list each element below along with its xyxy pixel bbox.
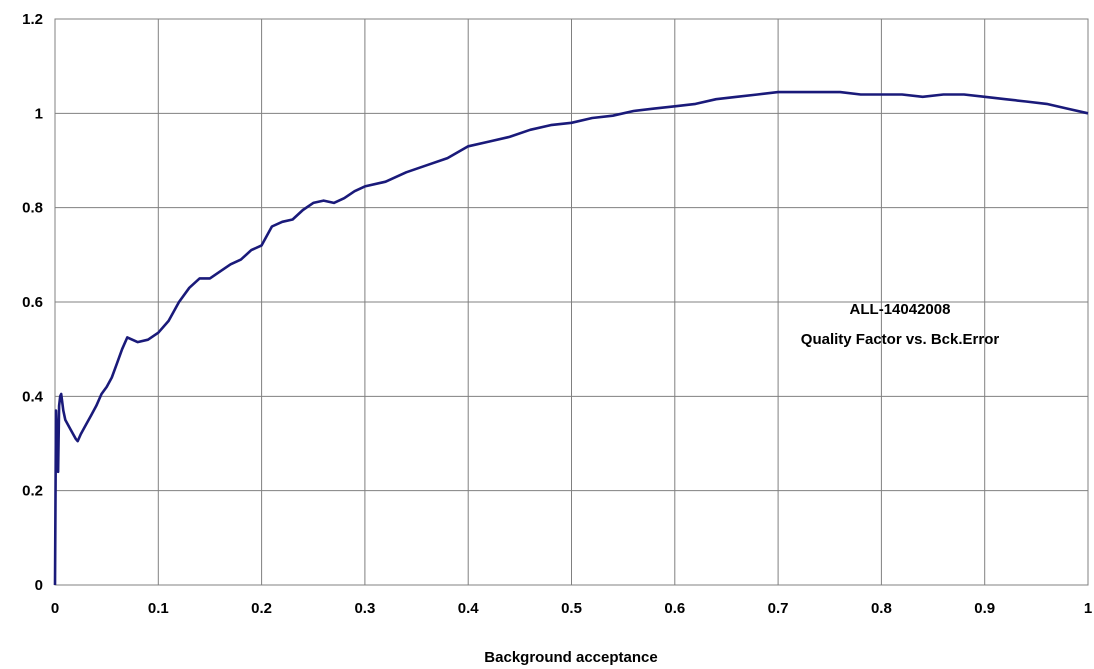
x-tick-label: 0.4 bbox=[458, 600, 480, 617]
y-tick-label: 0.2 bbox=[22, 483, 43, 500]
y-tick-label: 0.4 bbox=[22, 388, 44, 405]
series-line bbox=[53, 90, 1089, 586]
x-tick-label: 0.2 bbox=[251, 600, 272, 617]
x-tick-label: 0.5 bbox=[561, 600, 582, 617]
x-tick-label: 0.9 bbox=[974, 600, 995, 617]
gridlines bbox=[55, 19, 1088, 585]
annotation-line-1: ALL-14042008 bbox=[850, 301, 951, 318]
y-tick-label: 0.6 bbox=[22, 294, 43, 311]
y-tick-label: 1 bbox=[35, 105, 43, 122]
y-tick-label: 1.2 bbox=[22, 11, 43, 28]
x-tick-label: 0.3 bbox=[354, 600, 375, 617]
x-tick-label: 0.6 bbox=[664, 600, 685, 617]
y-tick-label: 0 bbox=[35, 577, 43, 594]
x-tick-label: 1 bbox=[1084, 600, 1092, 617]
x-tick-label: 0.7 bbox=[768, 600, 789, 617]
x-tick-label: 0.1 bbox=[148, 600, 169, 617]
x-tick-labels: 0 0.1 0.2 0.3 0.4 0.5 0.6 0.7 0.8 0.9 1 bbox=[51, 600, 1092, 617]
y-tick-label: 0.8 bbox=[22, 200, 43, 217]
x-tick-label: 0 bbox=[51, 600, 59, 617]
x-tick-label: 0.8 bbox=[871, 600, 892, 617]
annotation-line-2: Quality Factor vs. Bck.Error bbox=[801, 331, 1000, 348]
x-axis-title: Background acceptance bbox=[484, 649, 657, 666]
y-tick-labels: 0 0.2 0.4 0.6 0.8 1 1.2 bbox=[22, 11, 44, 594]
